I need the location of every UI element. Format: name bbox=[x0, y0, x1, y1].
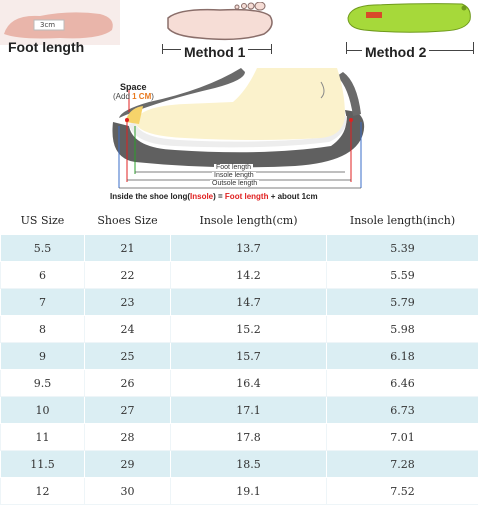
header-insole-inch: Insole length(inch) bbox=[327, 206, 478, 235]
footprint-icon bbox=[160, 2, 278, 48]
formula-insole: Insole bbox=[190, 192, 213, 201]
foot-length-measure-label: Foot length bbox=[214, 164, 253, 171]
header-shoes-size: Shoes Size bbox=[85, 206, 171, 235]
method2-tick-right bbox=[473, 42, 474, 54]
method2-tick-left bbox=[346, 42, 347, 54]
outsole-length-measure-label: Outsole length bbox=[210, 180, 259, 187]
method1-tick-right bbox=[271, 44, 272, 54]
method1-tick-left bbox=[162, 44, 163, 54]
header-insole-cm: Insole length(cm) bbox=[171, 206, 327, 235]
insole-icon bbox=[344, 0, 474, 38]
method1-label: Method 1 bbox=[181, 44, 248, 60]
method2-label: Method 2 bbox=[362, 44, 429, 60]
header-us-size: US Size bbox=[1, 206, 85, 235]
insole-length-measure-label: Insole length bbox=[212, 172, 256, 179]
table-header-row: US Size Shoes Size Insole length(cm) Ins… bbox=[1, 206, 478, 235]
size-guide-header: 3cm Foot length Method 1 Method 2 bbox=[0, 0, 478, 205]
formula-foot-length: Foot length bbox=[225, 192, 269, 201]
space-add-value: 1 CM bbox=[132, 92, 151, 101]
insole-formula: Inside the shoe long(Insole) = Foot leng… bbox=[110, 192, 318, 201]
size-chart-table: US Size Shoes Size Insole length(cm) Ins… bbox=[0, 206, 478, 505]
ruler-text: 3cm bbox=[40, 21, 55, 29]
space-label: Space bbox=[120, 82, 147, 92]
foot-length-label: Foot length bbox=[8, 39, 84, 55]
space-add-note: (Add 1 CM) bbox=[113, 92, 154, 101]
